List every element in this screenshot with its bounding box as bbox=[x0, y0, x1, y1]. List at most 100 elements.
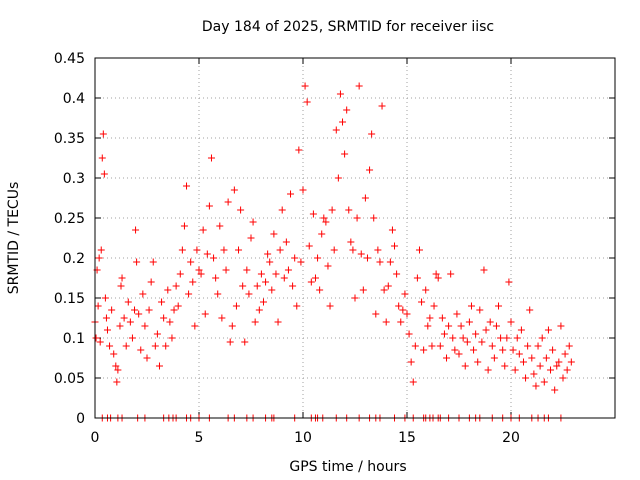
data-point bbox=[295, 146, 303, 154]
x-tick-label: 5 bbox=[195, 430, 204, 446]
data-point bbox=[401, 290, 409, 298]
data-point bbox=[463, 338, 471, 346]
data-point bbox=[120, 314, 128, 322]
data-point bbox=[253, 282, 261, 290]
data-point bbox=[251, 318, 259, 326]
data-point bbox=[176, 270, 184, 278]
data-point bbox=[322, 218, 330, 226]
data-point bbox=[355, 82, 363, 90]
data-point bbox=[532, 382, 540, 390]
data-point bbox=[451, 346, 459, 354]
data-point bbox=[266, 258, 274, 266]
data-point bbox=[311, 274, 319, 282]
data-point bbox=[519, 358, 527, 366]
data-point bbox=[555, 358, 563, 366]
data-point bbox=[440, 330, 448, 338]
chart-title: Day 184 of 2025, SRMTID for receiver iis… bbox=[202, 19, 494, 35]
data-point bbox=[255, 306, 263, 314]
data-point bbox=[495, 302, 503, 310]
data-point bbox=[235, 246, 243, 254]
data-point bbox=[276, 246, 284, 254]
data-point bbox=[314, 254, 322, 262]
data-point bbox=[422, 286, 430, 294]
data-point bbox=[443, 354, 451, 362]
data-point bbox=[378, 102, 386, 110]
data-point bbox=[95, 254, 103, 262]
data-point bbox=[164, 286, 172, 294]
data-point bbox=[237, 206, 245, 214]
data-point bbox=[549, 346, 557, 354]
data-point bbox=[178, 246, 186, 254]
data-point bbox=[143, 354, 151, 362]
data-point bbox=[328, 206, 336, 214]
data-point bbox=[299, 186, 307, 194]
data-point bbox=[382, 318, 390, 326]
data-point bbox=[547, 366, 555, 374]
data-point bbox=[94, 302, 102, 310]
data-point bbox=[505, 278, 513, 286]
data-point bbox=[309, 210, 317, 218]
data-point bbox=[166, 318, 174, 326]
data-point bbox=[318, 230, 326, 238]
data-point bbox=[565, 342, 573, 350]
y-tick-label: 0.3 bbox=[63, 171, 85, 187]
data-point bbox=[403, 310, 411, 318]
data-point bbox=[135, 310, 143, 318]
data-point bbox=[112, 362, 120, 370]
data-point bbox=[384, 282, 392, 290]
data-point bbox=[193, 246, 201, 254]
data-point bbox=[97, 246, 105, 254]
data-point bbox=[249, 218, 257, 226]
data-point bbox=[330, 246, 338, 254]
data-point bbox=[133, 258, 141, 266]
data-point bbox=[106, 342, 114, 350]
data-point bbox=[484, 366, 492, 374]
data-point bbox=[151, 342, 159, 350]
data-point bbox=[399, 306, 407, 314]
data-point bbox=[117, 282, 125, 290]
y-tick-label: 0.2 bbox=[63, 251, 85, 267]
data-point bbox=[334, 174, 342, 182]
x-tick-label: 20 bbox=[502, 430, 520, 446]
data-point bbox=[92, 334, 100, 342]
data-point bbox=[102, 314, 110, 322]
x-tick-label: 15 bbox=[398, 430, 416, 446]
data-point bbox=[449, 334, 457, 342]
data-point bbox=[257, 270, 265, 278]
data-point bbox=[368, 130, 376, 138]
data-point bbox=[420, 346, 428, 354]
y-tick-label: 0.35 bbox=[54, 131, 85, 147]
data-point bbox=[470, 346, 478, 354]
data-point bbox=[482, 326, 490, 334]
data-point bbox=[305, 242, 313, 250]
data-point bbox=[280, 274, 288, 282]
y-tick-label: 0.25 bbox=[54, 211, 85, 227]
data-point bbox=[472, 330, 480, 338]
data-point bbox=[110, 350, 118, 358]
y-tick-label: 0 bbox=[76, 411, 85, 427]
data-point bbox=[336, 90, 344, 98]
data-point bbox=[303, 98, 311, 106]
x-axis-label: GPS time / hours bbox=[289, 459, 406, 475]
data-point bbox=[544, 326, 552, 334]
data-point bbox=[189, 278, 197, 286]
data-point bbox=[445, 322, 453, 330]
data-point bbox=[540, 378, 548, 386]
data-point bbox=[428, 342, 436, 350]
data-point bbox=[432, 270, 440, 278]
data-point bbox=[353, 214, 361, 222]
data-point bbox=[405, 330, 413, 338]
data-point bbox=[409, 378, 417, 386]
data-point bbox=[243, 266, 251, 274]
data-point bbox=[391, 242, 399, 250]
data-point bbox=[395, 302, 403, 310]
x-tick-label: 10 bbox=[294, 430, 312, 446]
data-point bbox=[388, 226, 396, 234]
data-point bbox=[291, 254, 299, 262]
data-point bbox=[245, 290, 253, 298]
data-point bbox=[447, 270, 455, 278]
data-point bbox=[326, 302, 334, 310]
data-point bbox=[478, 338, 486, 346]
data-point bbox=[203, 250, 211, 258]
